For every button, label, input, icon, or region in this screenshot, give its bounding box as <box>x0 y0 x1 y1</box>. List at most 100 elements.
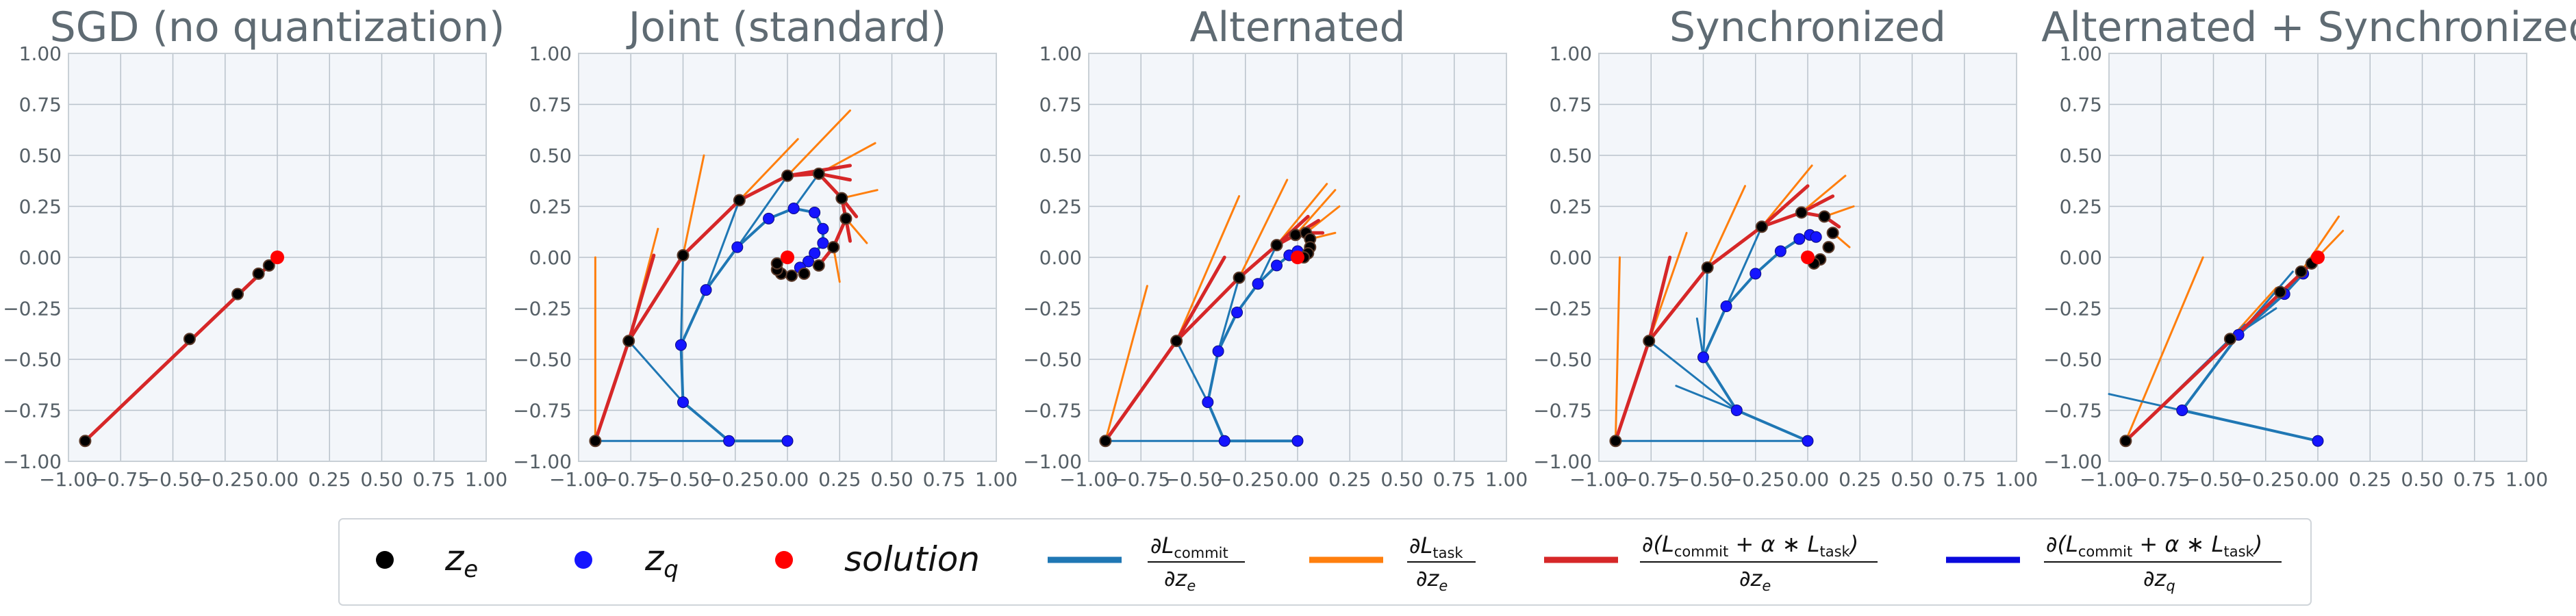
y-tick-label: 1.00 <box>19 42 62 65</box>
x-tick-label: −0.75 <box>1621 468 1680 491</box>
ze-point <box>733 194 746 207</box>
x-tick-label: −0.25 <box>1726 468 1785 491</box>
y-tick-label: −0.50 <box>3 348 62 371</box>
y-tick-label: 0.25 <box>19 196 62 218</box>
grad-task-ze-segment <box>1294 189 1337 236</box>
zq-point <box>803 255 814 268</box>
zq-point <box>2176 405 2188 416</box>
zq-path-segment <box>1207 401 1226 441</box>
zq-point <box>1218 435 1230 447</box>
grad-total-ze-segment <box>1760 210 1804 229</box>
ze-point <box>231 287 244 300</box>
ze-point <box>183 333 196 346</box>
x-tick-label: 1.00 <box>465 468 507 491</box>
x-tick-label: −0.50 <box>654 468 713 491</box>
x-tick-label: −0.25 <box>2236 468 2295 491</box>
zq-point <box>809 247 821 259</box>
ze-point <box>827 241 840 254</box>
zq-point <box>1291 435 1304 447</box>
y-tick-label: 1.00 <box>2060 42 2102 65</box>
zq-path-segment <box>682 401 730 442</box>
grad-total-ze-segment <box>627 253 656 343</box>
ze-point <box>262 259 275 272</box>
grad-task-ze-segment <box>1614 256 1621 442</box>
x-tick-label: −0.50 <box>144 468 203 491</box>
zq-point <box>781 435 794 447</box>
solution-point <box>270 251 284 264</box>
grad-commit-ze-segment <box>1695 317 1704 359</box>
zq-point <box>1730 405 1743 416</box>
grad-total-ze-segment <box>1706 224 1764 270</box>
grad-total-ze-segment <box>681 198 742 257</box>
legend-ze-marker <box>376 551 394 569</box>
y-tick-label: 0.50 <box>19 144 62 167</box>
x-tick-label: −1.00 <box>2080 468 2138 491</box>
grad-commit-ze-segment <box>1257 244 1278 285</box>
ze-point <box>1755 220 1768 233</box>
x-tick-label: 0.00 <box>256 468 299 491</box>
panel-2: −1.00−0.75−0.50−0.25 0.00 0.25 0.50 0.75 1.00… <box>513 3 1018 491</box>
zq-path-segment <box>1702 305 1728 358</box>
zq-point <box>1271 259 1283 272</box>
x-tick-label: 1.00 <box>1995 468 2038 491</box>
grad-commit-ze-segment <box>1217 277 1241 352</box>
y-tick-label: 0.50 <box>2060 144 2102 167</box>
grad-task-ze-segment <box>2124 256 2204 442</box>
grad-task-ze-segment <box>1800 175 1847 214</box>
y-tick-label: −0.75 <box>1023 400 1082 422</box>
x-tick-label: −0.25 <box>706 468 765 491</box>
y-tick-label: 0.00 <box>529 246 572 269</box>
plot-border <box>2108 53 2527 462</box>
zq-point <box>1774 245 1786 257</box>
zq-point <box>763 212 775 224</box>
y-tick-label: 0.50 <box>1550 144 1592 167</box>
zq-path-segment <box>1725 272 1757 307</box>
legend: ze zq solution ∂Lcommit ∂ze ∂Ltask ∂ze ∂… <box>338 518 2312 606</box>
zq-point <box>817 237 829 249</box>
ze-point <box>589 435 602 448</box>
x-tick-label: 0.25 <box>2349 468 2391 491</box>
zq-point <box>700 284 712 296</box>
grad-total-ze-segment <box>1613 339 1651 443</box>
ze-point <box>812 167 825 180</box>
panel-3: −1.00−0.75−0.50−0.25 0.00 0.25 0.50 0.75 1.00… <box>1023 3 1528 491</box>
grad-total-ze-segment <box>593 339 631 443</box>
panels: −1.00−0.75−0.50−0.25 0.00 0.25 0.50 0.75 1.00… <box>3 3 2576 491</box>
ze-point <box>770 257 783 270</box>
grad-total-ze-segment <box>1103 339 1178 443</box>
y-tick-label: 0.25 <box>1550 196 1592 218</box>
panel-title: Alternated <box>1189 3 1405 51</box>
panel-4: −1.00−0.75−0.50−0.25 0.00 0.25 0.50 0.75 1.00… <box>1533 3 2038 491</box>
zq-point <box>674 339 687 351</box>
ze-point <box>1233 271 1246 284</box>
zq-point <box>1810 231 1822 243</box>
y-tick-label: 0.75 <box>2060 94 2102 116</box>
ze-point <box>1701 261 1714 274</box>
y-tick-label: −0.75 <box>1533 400 1592 422</box>
x-tick-label: −0.75 <box>1111 468 1170 491</box>
grad-commit-ze-segment <box>679 254 684 346</box>
ze-point <box>1289 229 1302 242</box>
y-tick-label: −1.00 <box>3 450 62 473</box>
plot-border <box>1598 53 2017 462</box>
solution-point <box>1801 251 1815 264</box>
ze-point <box>1609 435 1622 448</box>
zq-point <box>1802 435 1814 447</box>
y-tick-label: 0.50 <box>529 144 572 167</box>
panel-1: −1.00−0.75−0.50−0.25 0.00 0.25 0.50 0.75 1.00… <box>3 3 507 491</box>
solution-point <box>1291 251 1304 264</box>
zq-point <box>1697 351 1709 363</box>
grad-total-ze-segment <box>83 255 279 443</box>
grad-commit-ze-segment <box>705 199 741 292</box>
x-tick-label: 0.75 <box>1943 468 1986 491</box>
legend-zq-label: zq <box>644 538 679 583</box>
y-tick-label: −0.50 <box>513 348 572 371</box>
y-tick-label: −0.75 <box>2043 400 2102 422</box>
y-tick-label: 0.75 <box>1039 94 1082 116</box>
grad-commit-ze-segment <box>792 172 820 209</box>
zq-path-segment <box>2181 334 2240 411</box>
ze-point <box>1270 239 1283 252</box>
y-tick-label: 1.00 <box>1550 42 1592 65</box>
x-tick-label: 0.00 <box>1786 468 1829 491</box>
